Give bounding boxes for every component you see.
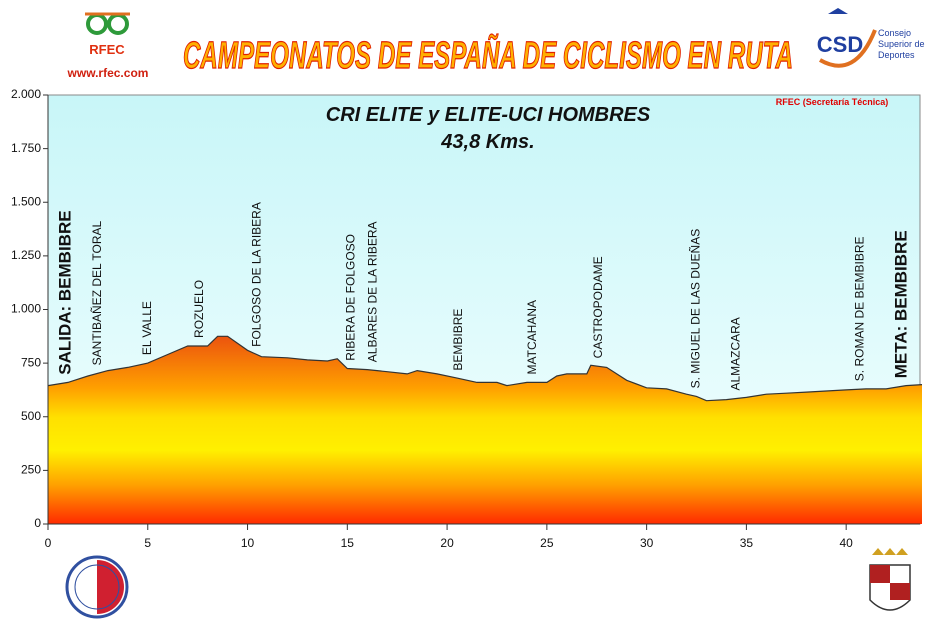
place-label: RIBERA DE FOLGOSO: [343, 234, 357, 361]
y-tick-label: 1.250: [11, 248, 41, 262]
y-tick-label: 1.000: [11, 302, 41, 316]
place-label: META: BEMBIBRE: [892, 230, 911, 378]
chart-subtitle: 43,8 Kms.: [440, 131, 534, 153]
x-tick-label: 25: [540, 536, 554, 550]
y-tick-label: 0: [34, 516, 41, 530]
place-label: SALIDA: BEMBIBRE: [55, 210, 74, 374]
logo-text: RFEC: [89, 42, 125, 57]
y-tick-label: 1.500: [11, 194, 41, 208]
place-label: SANTIBAÑEZ DEL TORAL: [90, 221, 104, 366]
elevation-line: [47, 335, 923, 402]
x-tick-label: 5: [144, 536, 151, 550]
logo-bottom-left: [65, 555, 129, 619]
y-tick-label: 750: [21, 355, 41, 369]
y-tick-label: 250: [21, 463, 41, 477]
place-label: ROZUELO: [192, 280, 206, 338]
place-label: FOLGOSO DE LA RIBERA: [250, 202, 264, 347]
place-label: S. MIGUEL DE LAS DUEÑAS: [689, 229, 703, 389]
plot: SALIDA: BEMBIBRE SANTIBAÑEZ DEL TORAL EL V…: [11, 87, 923, 550]
x-tick-label: 35: [740, 536, 754, 550]
place-label: ALBARES DE LA RIBERA: [365, 221, 379, 362]
logo-caption: Superior de: [878, 39, 925, 49]
x-tick-label: 40: [839, 536, 853, 550]
logo-rfec: RFEC www.rfec.com: [67, 12, 149, 80]
place-label: EL VALLE: [140, 301, 154, 355]
logo-text: CSD: [817, 32, 863, 57]
x-tick-label: 30: [640, 536, 654, 550]
elevation-area: [48, 336, 922, 524]
place-label: ALMAZCARA: [729, 317, 743, 390]
place-label: BEMBIBRE: [451, 309, 465, 371]
y-tick-label: 2.000: [11, 87, 41, 101]
credit: RFEC (Secretaría Técnica): [776, 97, 889, 107]
logo-url: www.rfec.com: [67, 66, 149, 80]
y-tick-label: 500: [21, 409, 41, 423]
x-tick-label: 20: [440, 536, 454, 550]
place-label: S. ROMAN DE BEMBIBRE: [852, 236, 866, 381]
logo-caption: Deportes: [878, 50, 915, 60]
banner: CAMPEONATOS DE ESPAÑA DE CICLISMO EN RUT…: [183, 33, 793, 77]
x-tick-label: 15: [341, 536, 355, 550]
place-label: MATCAHANA: [525, 300, 539, 374]
logo-bottom-right: [869, 548, 911, 611]
x-tick-label: 10: [241, 536, 255, 550]
logo-csd: CSD Consejo Superior de Deportes: [817, 8, 925, 68]
place-label: CASTROPODAME: [591, 256, 605, 358]
y-tick-label: 1.750: [11, 141, 41, 155]
x-tick-label: 0: [45, 536, 52, 550]
chart-title: CRI ELITE y ELITE-UCI HOMBRES: [326, 104, 651, 126]
logo-caption: Consejo: [878, 28, 911, 38]
